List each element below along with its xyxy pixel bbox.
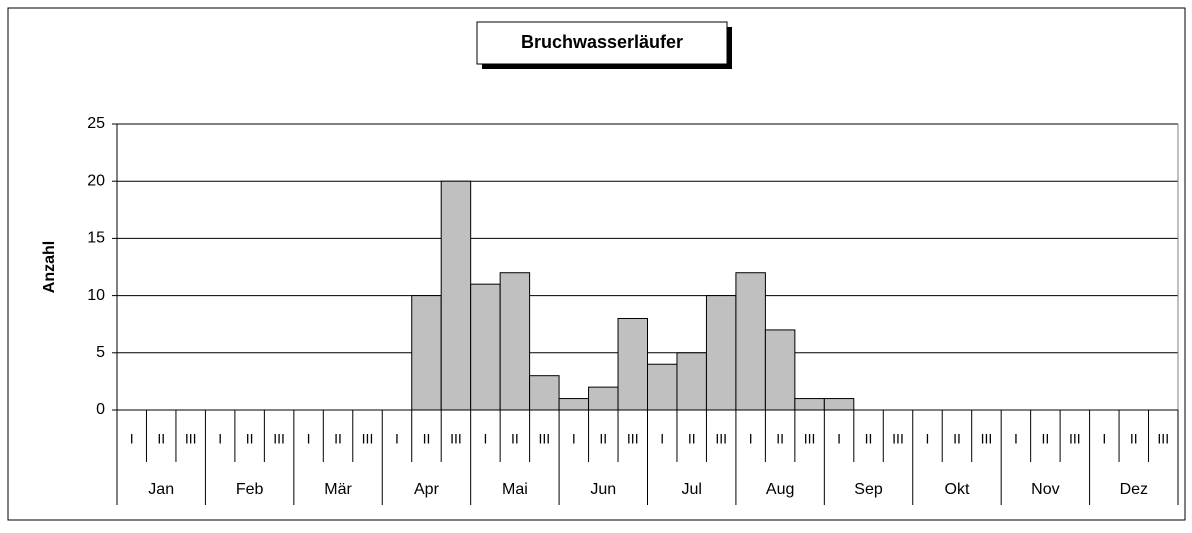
x-tick-label: III	[892, 431, 904, 447]
y-tick-label: 10	[87, 287, 105, 304]
x-tick-label: II	[953, 431, 961, 447]
bar	[823, 398, 855, 411]
month-label: Apr	[414, 481, 440, 498]
y-tick-label: 20	[87, 172, 105, 189]
bar	[440, 180, 472, 411]
x-tick-label: I	[837, 431, 841, 447]
x-tick-label: I	[130, 431, 134, 447]
chart-title: Bruchwasserläufer	[521, 32, 683, 52]
x-tick-label: III	[185, 431, 197, 447]
bar	[647, 363, 678, 411]
x-tick-label: III	[1069, 431, 1081, 447]
bar	[676, 352, 707, 411]
x-tick-label: II	[1041, 431, 1049, 447]
x-tick-label: II	[688, 431, 696, 447]
bar	[558, 398, 590, 411]
x-tick-label: II	[157, 431, 165, 447]
bar	[764, 329, 796, 411]
x-tick-label: I	[660, 431, 664, 447]
y-tick-label: 0	[96, 401, 105, 418]
month-label: Mär	[324, 481, 352, 498]
x-tick-label: I	[1102, 431, 1106, 447]
month-label: Dez	[1120, 481, 1148, 498]
title-box	[476, 21, 728, 65]
bar	[499, 272, 531, 411]
x-tick-label: II	[246, 431, 254, 447]
month-label: Sep	[854, 481, 883, 498]
x-tick-label: I	[572, 431, 576, 447]
bar	[411, 295, 442, 411]
x-tick-label: I	[395, 431, 399, 447]
x-tick-label: I	[218, 431, 222, 447]
bar	[588, 386, 619, 411]
bar	[794, 398, 825, 411]
month-label: Mai	[502, 481, 528, 498]
x-tick-label: III	[273, 431, 285, 447]
x-tick-label: III	[539, 431, 551, 447]
x-tick-label: II	[334, 431, 342, 447]
bar	[705, 295, 737, 411]
x-tick-label: I	[749, 431, 753, 447]
y-axis-label: Anzahl	[41, 241, 58, 293]
x-tick-label: I	[483, 431, 487, 447]
x-tick-label: II	[1130, 431, 1138, 447]
bar	[617, 317, 648, 411]
x-tick-label: II	[776, 431, 784, 447]
x-tick-label: I	[307, 431, 311, 447]
x-tick-label: I	[926, 431, 930, 447]
x-tick-label: II	[511, 431, 519, 447]
y-tick-label: 15	[87, 230, 105, 247]
x-tick-label: II	[865, 431, 873, 447]
month-label: Jul	[681, 481, 701, 498]
month-label: Feb	[236, 481, 264, 498]
month-label: Jan	[148, 481, 174, 498]
x-tick-label: I	[1014, 431, 1018, 447]
y-tick-label: 5	[96, 344, 105, 361]
x-tick-label: II	[599, 431, 607, 447]
bar	[470, 283, 501, 411]
x-tick-label: III	[804, 431, 816, 447]
x-tick-label: III	[627, 431, 639, 447]
month-label: Okt	[945, 481, 970, 498]
x-tick-label: III	[362, 431, 374, 447]
x-tick-label: III	[450, 431, 462, 447]
month-label: Aug	[766, 481, 794, 498]
y-tick-label: 25	[87, 115, 105, 132]
x-tick-label: III	[1157, 431, 1169, 447]
x-tick-label: III	[715, 431, 727, 447]
x-tick-label: III	[981, 431, 993, 447]
chart-border	[7, 7, 1186, 521]
bar	[735, 272, 766, 411]
month-label: Nov	[1031, 481, 1059, 498]
x-tick-label: II	[423, 431, 431, 447]
month-label: Jun	[590, 481, 616, 498]
bar	[529, 375, 560, 411]
